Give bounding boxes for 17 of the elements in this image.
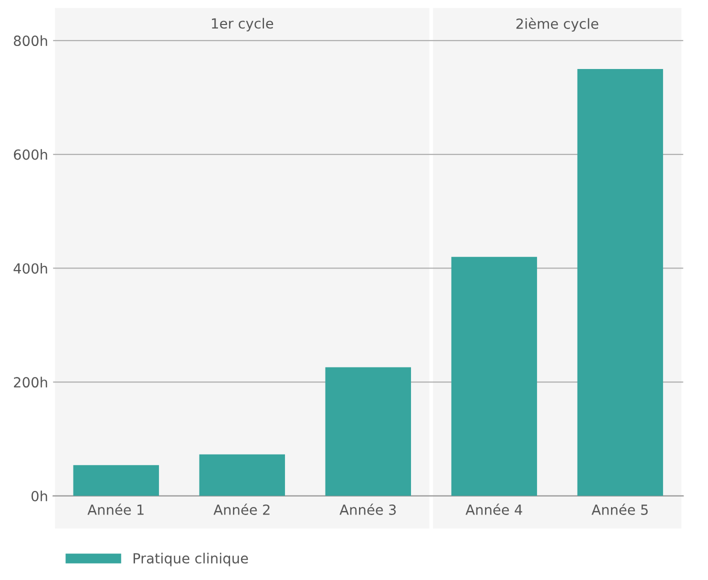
x-tick-label: Année 5 [592,504,648,515]
bar [199,454,285,496]
bar [325,367,412,496]
y-tick-label: 800h [14,35,48,46]
y-tick-label: 0h [32,490,48,502]
y-tick-label: 200h [14,376,48,388]
x-tick-label: Année 3 [340,504,396,515]
y-tick-label: 600h [14,149,48,160]
bar [73,465,159,496]
x-tick-label: Année 4 [466,504,522,515]
band-label: 1er cycle [212,18,274,32]
x-tick-label: Année 1 [87,504,144,515]
y-tick-label: 400h [14,262,48,274]
x-tick-label: Année 2 [214,504,270,515]
bar [451,256,538,496]
band-label: 2ième cycle [516,18,598,32]
legend-label: Pratique clinique [134,552,248,566]
